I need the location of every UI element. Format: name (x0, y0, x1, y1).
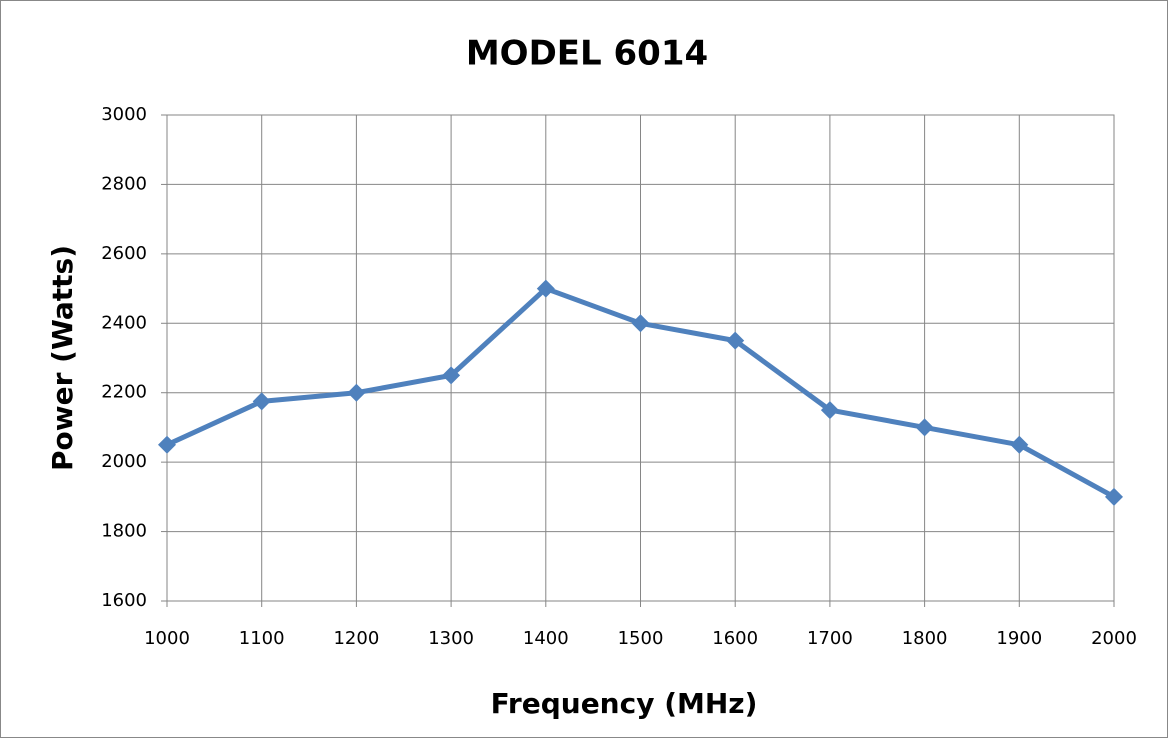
chart-title: MODEL 6014 (466, 34, 708, 74)
plot-area-border (166, 114, 1115, 602)
data-point (536, 279, 555, 298)
data-point (158, 435, 176, 454)
x-tick-label: 2000 (1091, 628, 1137, 649)
x-tick-label: 1000 (144, 628, 190, 649)
x-tick-label: 1200 (333, 628, 379, 649)
data-point (252, 392, 271, 411)
y-tick-label: 1600 (101, 590, 147, 611)
data-point (1105, 487, 1123, 506)
data-point (820, 401, 839, 420)
data-point (915, 418, 934, 437)
data-point (442, 366, 461, 385)
data-point (726, 331, 745, 350)
x-tick-label: 1300 (428, 628, 474, 649)
y-tick-label: 3000 (101, 104, 147, 125)
y-tick-label: 2800 (101, 173, 147, 194)
data-point (347, 383, 366, 402)
y-tick-label: 2000 (101, 451, 147, 472)
y-axis-label: Power (Watts) (46, 245, 79, 471)
y-tick-label: 2200 (101, 382, 147, 403)
x-tick-label: 1400 (523, 628, 569, 649)
y-tick-label: 2400 (101, 312, 147, 333)
x-tick-label: 1800 (902, 628, 948, 649)
x-axis-label: Frequency (MHz) (491, 687, 758, 720)
x-tick-label: 1900 (996, 628, 1042, 649)
x-tick-label: 1100 (239, 628, 285, 649)
x-tick-label: 1500 (618, 628, 664, 649)
data-point (1010, 435, 1029, 454)
y-tick-label: 2600 (101, 243, 147, 264)
data-point (631, 314, 650, 333)
x-tick-label: 1700 (807, 628, 853, 649)
x-tick-label: 1600 (712, 628, 758, 649)
y-tick-label: 1800 (101, 521, 147, 542)
